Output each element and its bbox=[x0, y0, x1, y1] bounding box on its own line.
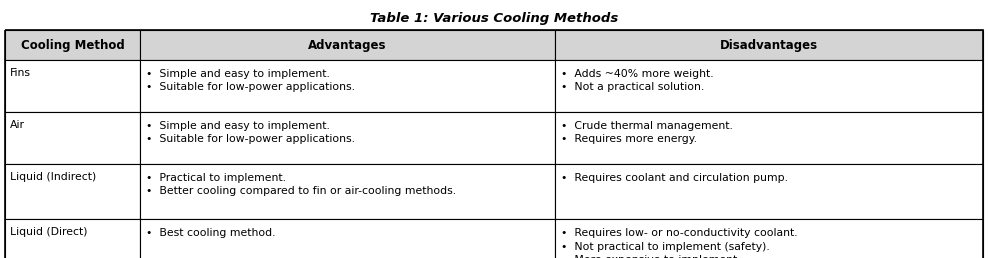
Text: •  Not practical to implement (safety).: • Not practical to implement (safety). bbox=[561, 241, 770, 252]
Text: Liquid (Indirect): Liquid (Indirect) bbox=[10, 172, 96, 182]
Text: •  Crude thermal management.: • Crude thermal management. bbox=[561, 121, 733, 131]
Text: •  Not a practical solution.: • Not a practical solution. bbox=[561, 83, 704, 93]
Text: •  Requires low- or no-conductivity coolant.: • Requires low- or no-conductivity coola… bbox=[561, 228, 797, 238]
Bar bbox=[555, 60, 983, 112]
Bar bbox=[555, 164, 983, 219]
Text: •  Requires coolant and circulation pump.: • Requires coolant and circulation pump. bbox=[561, 173, 788, 183]
Text: Air: Air bbox=[10, 120, 25, 130]
Text: •  Simple and easy to implement.: • Simple and easy to implement. bbox=[146, 69, 330, 79]
Bar bbox=[140, 30, 555, 60]
Text: •  More expensive to implement.: • More expensive to implement. bbox=[561, 255, 741, 258]
Bar bbox=[140, 60, 555, 112]
Bar bbox=[140, 164, 555, 219]
Bar bbox=[140, 112, 555, 164]
Bar bbox=[140, 219, 555, 258]
Text: •  Simple and easy to implement.: • Simple and easy to implement. bbox=[146, 121, 330, 131]
Bar bbox=[5, 219, 140, 258]
Bar bbox=[5, 164, 140, 219]
Text: •  Better cooling compared to fin or air-cooling methods.: • Better cooling compared to fin or air-… bbox=[146, 187, 456, 197]
Bar bbox=[5, 60, 140, 112]
Text: •  Suitable for low-power applications.: • Suitable for low-power applications. bbox=[146, 83, 355, 93]
Text: Disadvantages: Disadvantages bbox=[720, 38, 818, 52]
Text: •  Adds ~40% more weight.: • Adds ~40% more weight. bbox=[561, 69, 713, 79]
Text: Cooling Method: Cooling Method bbox=[21, 38, 124, 52]
Text: •  Best cooling method.: • Best cooling method. bbox=[146, 228, 276, 238]
Bar bbox=[5, 30, 140, 60]
Bar bbox=[555, 112, 983, 164]
Text: •  Requires more energy.: • Requires more energy. bbox=[561, 134, 697, 144]
Bar bbox=[555, 30, 983, 60]
Text: •  Practical to implement.: • Practical to implement. bbox=[146, 173, 286, 183]
Text: •  Suitable for low-power applications.: • Suitable for low-power applications. bbox=[146, 134, 355, 144]
Bar bbox=[555, 219, 983, 258]
Text: Fins: Fins bbox=[10, 68, 31, 78]
Text: Liquid (Direct): Liquid (Direct) bbox=[10, 227, 88, 237]
Text: Advantages: Advantages bbox=[308, 38, 386, 52]
Text: Table 1: Various Cooling Methods: Table 1: Various Cooling Methods bbox=[370, 12, 618, 25]
Bar bbox=[5, 112, 140, 164]
